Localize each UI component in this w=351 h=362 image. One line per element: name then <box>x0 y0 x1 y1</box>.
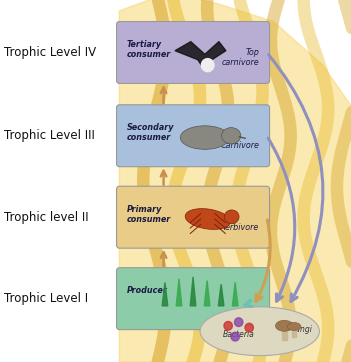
Polygon shape <box>218 284 224 306</box>
Text: Herbivore: Herbivore <box>220 223 259 232</box>
Ellipse shape <box>287 323 301 331</box>
Circle shape <box>234 318 243 327</box>
Polygon shape <box>119 0 351 362</box>
Polygon shape <box>175 42 226 71</box>
Text: Trophic Level IV: Trophic Level IV <box>4 46 95 59</box>
Ellipse shape <box>276 320 293 331</box>
Bar <box>292 328 296 337</box>
Text: Fungi: Fungi <box>291 325 312 334</box>
Circle shape <box>245 323 253 332</box>
Circle shape <box>224 321 232 330</box>
Ellipse shape <box>185 209 230 230</box>
Polygon shape <box>190 277 196 306</box>
FancyBboxPatch shape <box>117 268 270 329</box>
Text: Producer: Producer <box>127 286 168 295</box>
Text: Trophic Level I: Trophic Level I <box>4 292 88 305</box>
Bar <box>282 328 287 340</box>
Circle shape <box>231 332 239 341</box>
Text: Tertiary
consumer: Tertiary consumer <box>127 40 171 59</box>
Circle shape <box>201 59 214 72</box>
Text: Trophic level II: Trophic level II <box>4 211 88 224</box>
Ellipse shape <box>180 126 230 149</box>
Polygon shape <box>176 279 182 306</box>
Text: Carnivore: Carnivore <box>220 141 259 150</box>
FancyBboxPatch shape <box>117 105 270 167</box>
Polygon shape <box>204 281 210 306</box>
Polygon shape <box>232 282 238 306</box>
Polygon shape <box>162 282 168 306</box>
Text: Secondary
consumer: Secondary consumer <box>127 123 174 142</box>
Ellipse shape <box>200 307 319 355</box>
Text: Bacteria: Bacteria <box>223 330 254 338</box>
Text: Trophic Level III: Trophic Level III <box>4 129 94 142</box>
Text: Primary
consumer: Primary consumer <box>127 205 171 224</box>
FancyBboxPatch shape <box>117 22 270 84</box>
Ellipse shape <box>221 128 241 144</box>
Text: Top
carnivore: Top carnivore <box>221 48 259 67</box>
Ellipse shape <box>224 210 239 224</box>
FancyBboxPatch shape <box>117 186 270 248</box>
